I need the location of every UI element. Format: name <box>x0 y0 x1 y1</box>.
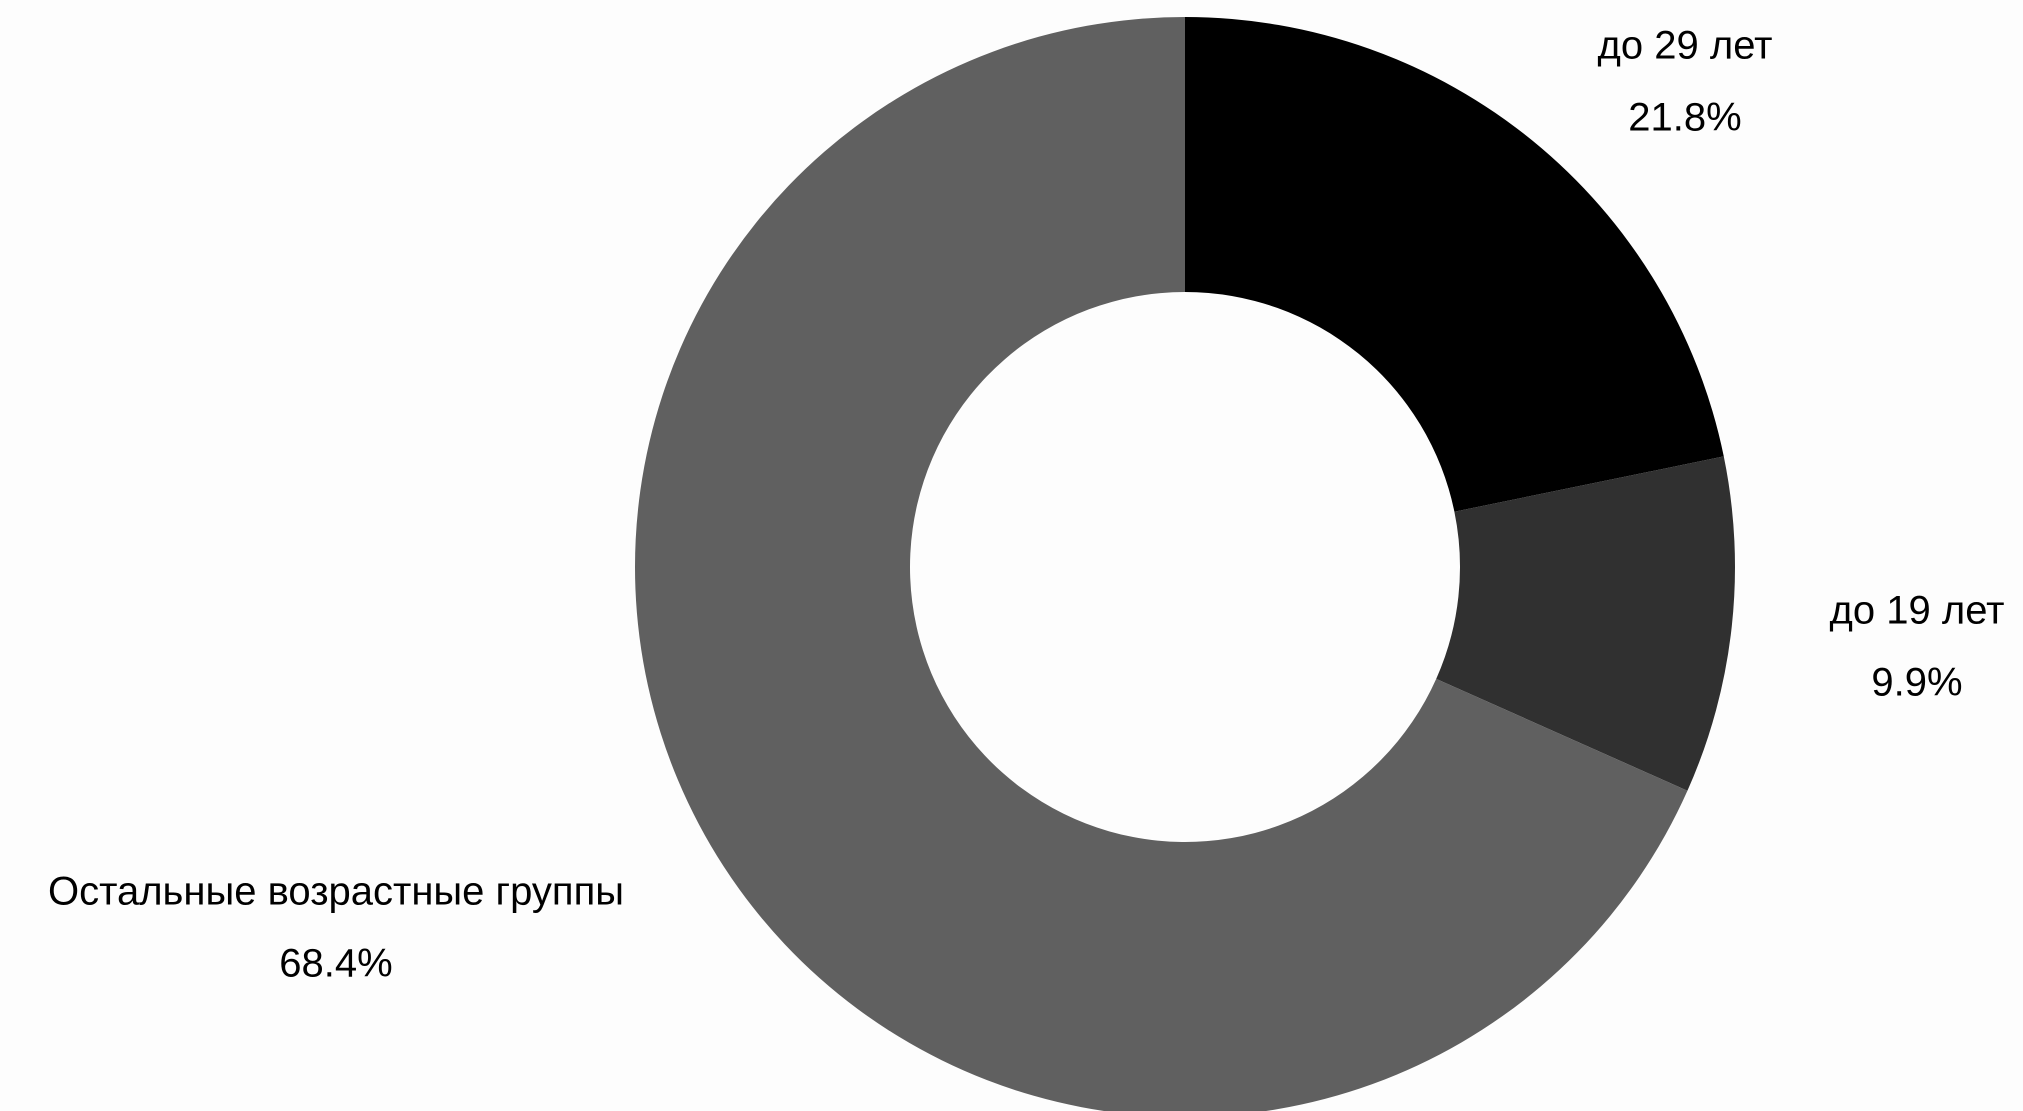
donut-slice-3 <box>635 17 1688 1111</box>
slice-label-2: до 19 лет <box>1830 589 2005 633</box>
slice-value-label-2: 9.9% <box>1871 661 1962 705</box>
slice-label-1: до 29 лет <box>1598 24 1773 68</box>
donut-slice-2 <box>1436 456 1736 791</box>
slice-label-3: Остальные возрастные группы <box>48 870 624 914</box>
slice-labels: до 29 лет 21.8% до 19 лет 9.9% Остальные воз… <box>48 24 2004 986</box>
slice-value-label-3: 68.4% <box>279 942 392 986</box>
donut-slices <box>635 17 1736 1111</box>
slice-value-label-1: 21.8% <box>1628 96 1741 140</box>
donut-slice-1 <box>1185 17 1724 512</box>
